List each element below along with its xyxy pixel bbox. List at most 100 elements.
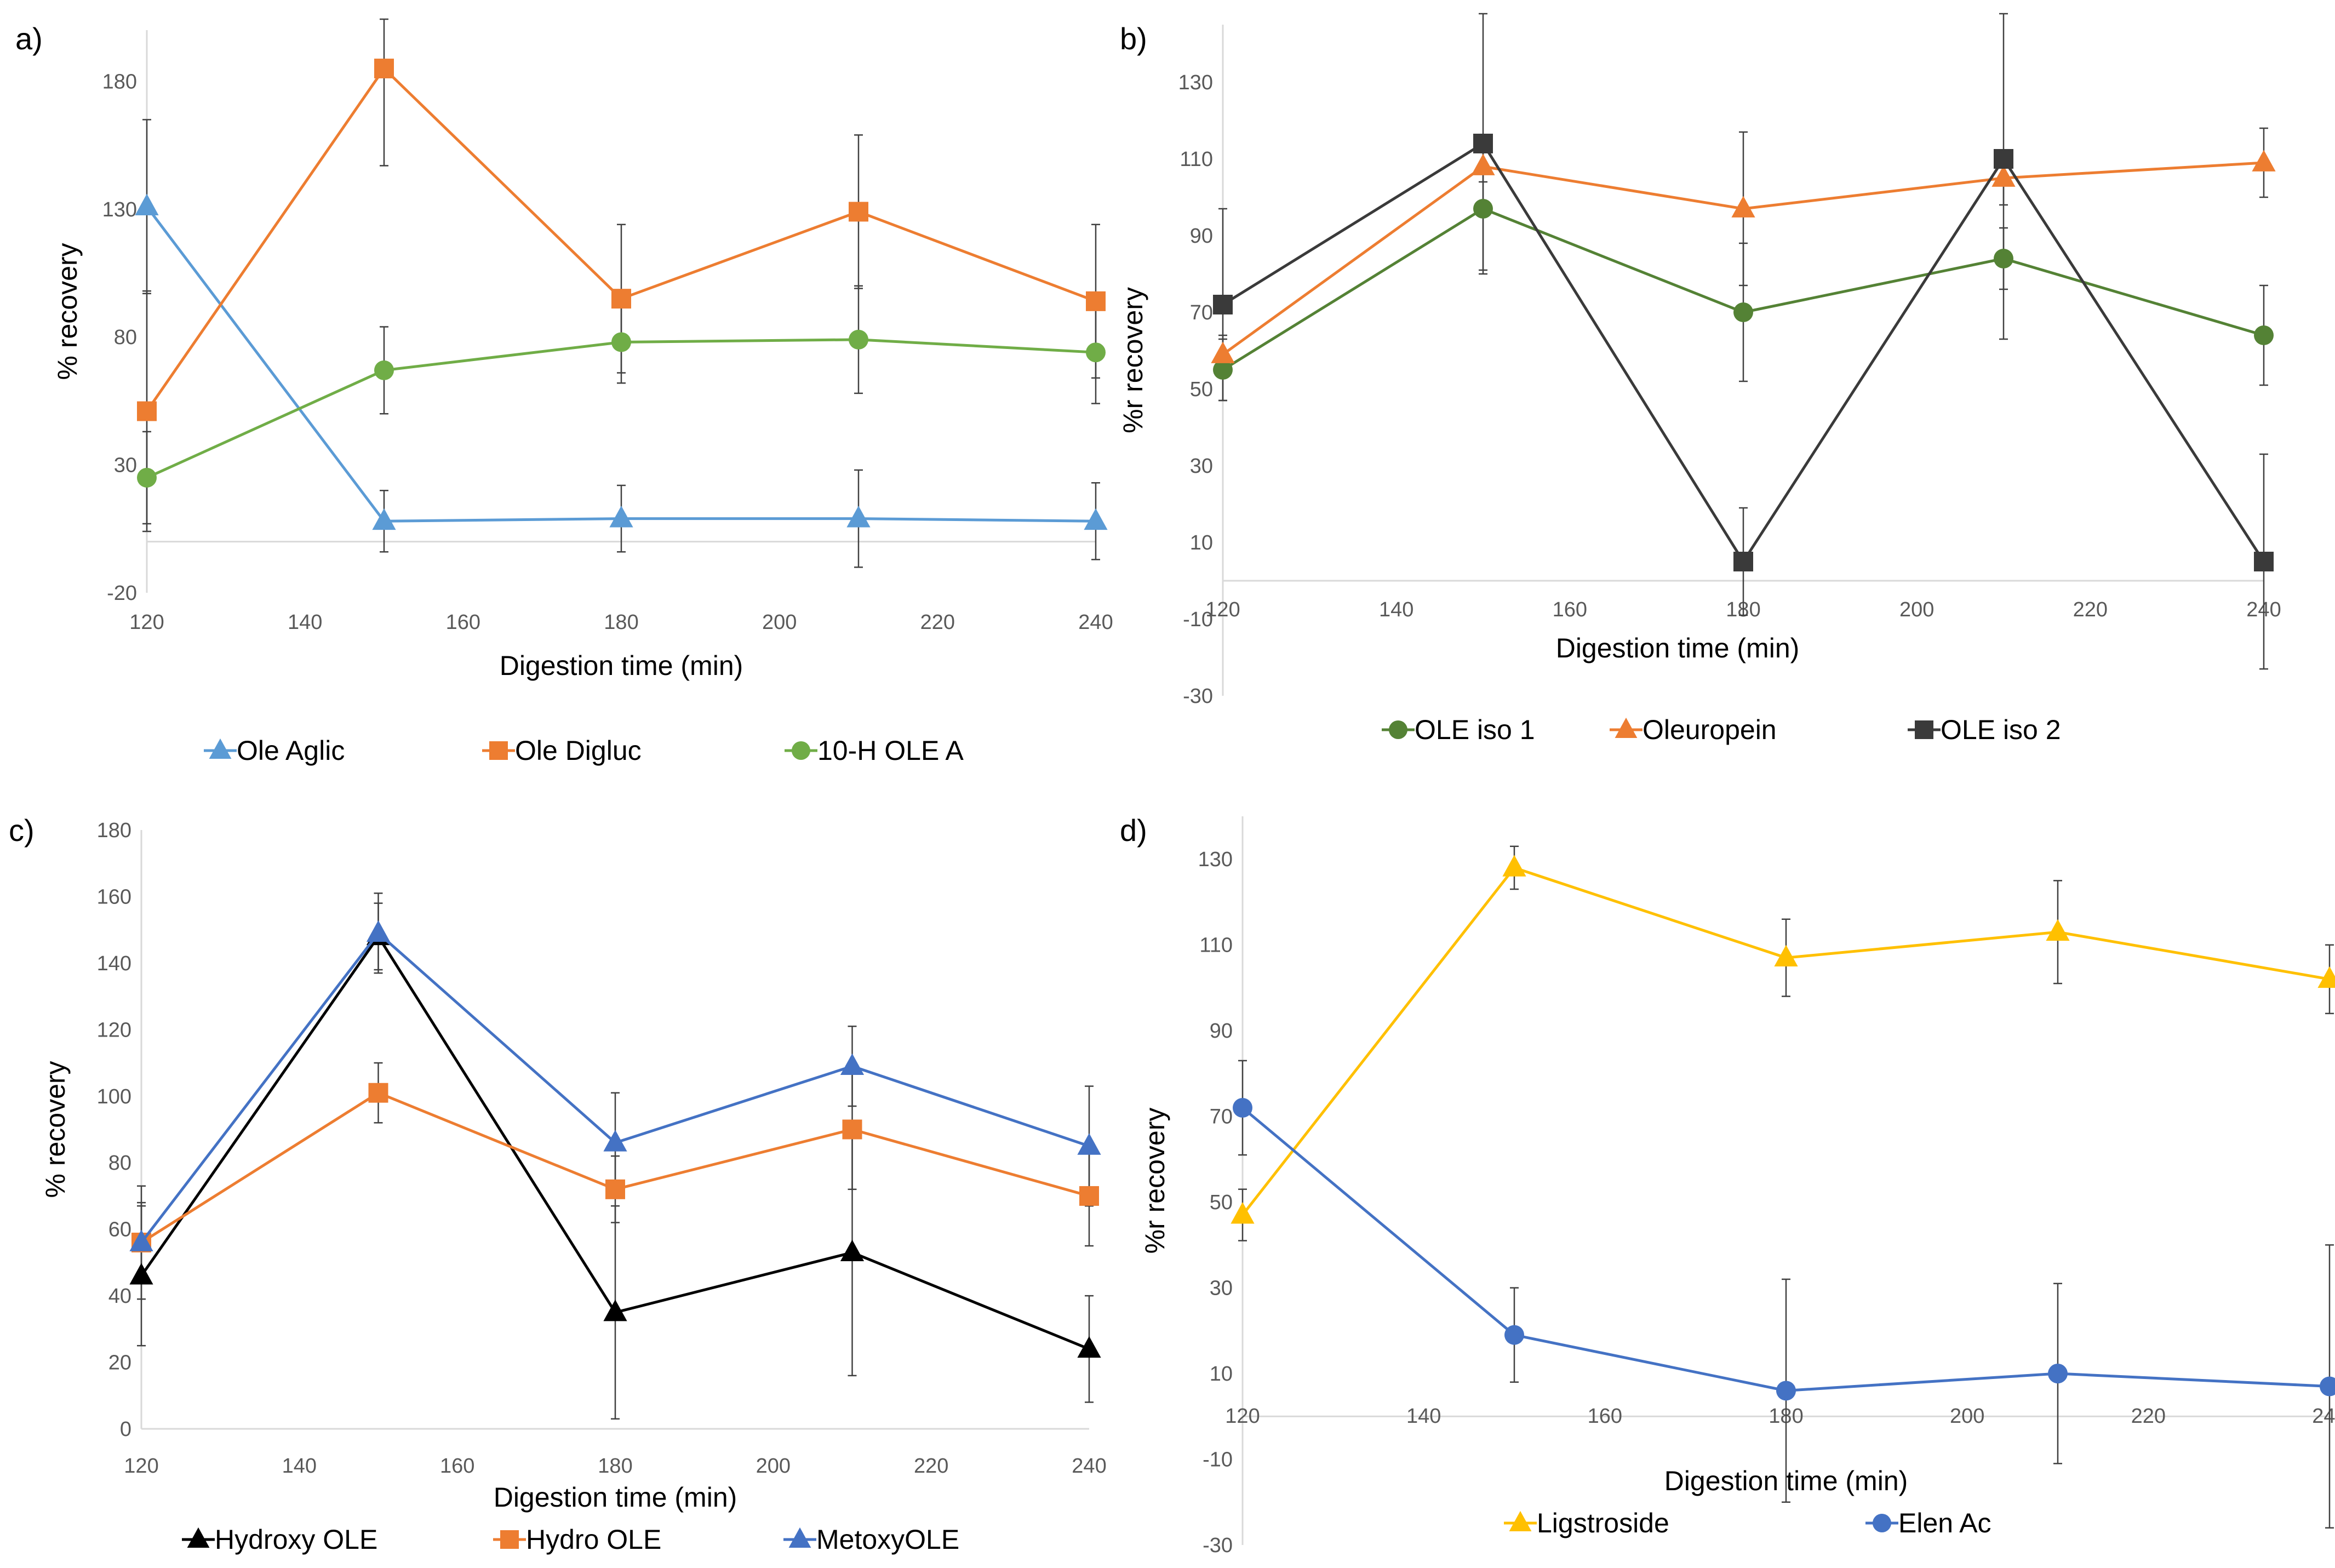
error-bar [380,18,388,167]
panel-label: b) [1120,21,1147,56]
data-point-ole-iso-1 [1733,302,1753,322]
x-tick-label: 120 [1205,598,1240,621]
panel-label: a) [15,21,43,56]
legend-label: OLE iso 1 [1415,714,1535,745]
legend-label: Oleuropein [1642,714,1777,745]
legend-entry-10-h-ole-a: 10-H OLE A [785,735,964,766]
legend-label: OLE iso 2 [1941,714,2061,745]
y-tick-label: 110 [1199,934,1233,957]
x-tick-label: 200 [762,611,797,634]
legend-marker [788,1527,811,1548]
y-tick-label: 30 [114,454,137,477]
y-tick-label: 0 [120,1418,131,1441]
y-tick-label: 90 [1190,225,1213,248]
legend-entry-ole-iso-2: OLE iso 2 [1908,714,2061,745]
x-tick-label: 120 [124,1455,158,1478]
x-tick-label: 160 [1588,1405,1622,1428]
data-point-elen-ac [2320,1376,2335,1397]
legend-marker [1509,1510,1532,1531]
legend-label: Hydro OLE [526,1524,661,1555]
data-point-hydro-ole [842,1119,862,1140]
legend-marker [209,738,232,759]
data-point-ole-digluc [1086,291,1106,311]
data-point-ole-iso-2 [2254,552,2274,571]
legend-marker [792,741,810,760]
data-point-10-h-ole-a [374,360,394,380]
data-point-elen-ac [1776,1381,1796,1401]
data-point-ole-aglic [1084,508,1108,530]
y-tick-label: 80 [114,326,137,349]
y-tick-label: 50 [1210,1191,1233,1214]
legend-marker [1873,1514,1891,1532]
data-point-oleuropein [1211,341,1235,363]
y-tick-label: -30 [1203,1534,1233,1557]
y-tick-label: 110 [1180,148,1213,171]
data-point-oleuropein [1991,165,2016,187]
y-tick-label: 160 [97,885,131,908]
x-tick-label: 140 [1379,598,1413,621]
data-point-ole-aglic [609,506,633,528]
y-tick-label: 140 [97,952,131,975]
y-tick-label: 70 [1210,1106,1233,1129]
x-tick-label: 220 [2131,1405,2166,1428]
data-point-metoxyole [129,1229,153,1251]
legend-marker [489,741,508,760]
x-axis-title: Digestion time (min) [500,650,743,681]
x-tick-label: 120 [1225,1405,1260,1428]
data-point-ligstroside [1231,1202,1255,1224]
panel-label: d) [1120,813,1147,848]
x-tick-label: 220 [2073,598,2108,621]
data-point-ole-iso-1 [2254,325,2274,345]
x-tick-label: 180 [604,611,638,634]
legend-entry-oleuropein: Oleuropein [1610,714,1777,745]
data-point-ole-digluc [137,401,157,421]
x-tick-label: 140 [288,611,322,634]
data-point-ole-digluc [849,202,868,222]
y-axis-title: % recovery [40,1061,71,1198]
legend-label: 10-H OLE A [817,735,964,766]
data-point-ole-iso-2 [1733,552,1753,571]
y-tick-label: 90 [1210,1020,1233,1043]
legend-label: MetoxyOLE [816,1524,959,1555]
data-point-ligstroside [1502,855,1526,877]
legend-entry-elen-ac: Elen Ac [1865,1508,1991,1538]
data-point-ole-aglic [846,506,871,528]
data-point-elen-ac [2048,1364,2068,1384]
legend-marker [1389,720,1407,739]
y-tick-label: 50 [1190,378,1213,401]
data-point-10-h-ole-a [1086,342,1106,363]
y-tick-label: 30 [1210,1277,1233,1300]
y-axis-title: %r recovery [1140,1108,1170,1254]
data-point-ole-digluc [611,289,631,309]
panel-label: c) [9,813,35,848]
data-point-ligstroside [2046,919,2070,941]
x-tick-label: 200 [756,1455,791,1478]
legend-marker [500,1530,519,1549]
legend-marker [187,1527,210,1548]
data-point-hydroxy-ole [603,1300,627,1321]
data-point-hydroxy-ole [129,1263,153,1285]
legend-entry-ole-aglic: Ole Aglic [204,735,345,766]
legend-entry-ligstroside: Ligstroside [1504,1508,1669,1538]
x-axis-title: Digestion time (min) [1556,633,1800,663]
data-point-ole-iso-1 [1994,249,2013,268]
y-tick-label: 130 [1178,71,1213,94]
x-tick-label: 160 [446,611,480,634]
y-tick-label: -30 [1183,685,1213,708]
legend-label: Ole Aglic [237,735,345,766]
data-point-10-h-ole-a [849,329,868,350]
legend-label: Elen Ac [1898,1508,1991,1538]
x-tick-label: 240 [1078,611,1113,634]
legend-marker [1915,720,1933,739]
data-point-ligstroside [2317,966,2335,988]
legend-marker [1615,717,1638,738]
y-tick-label: 80 [108,1152,131,1175]
legend-entry-ole-digluc: Ole Digluc [482,735,642,766]
y-tick-label: 60 [108,1218,131,1241]
y-tick-label: 40 [108,1285,131,1308]
data-point-metoxyole [603,1130,627,1152]
data-point-hydroxy-ole [840,1239,865,1262]
